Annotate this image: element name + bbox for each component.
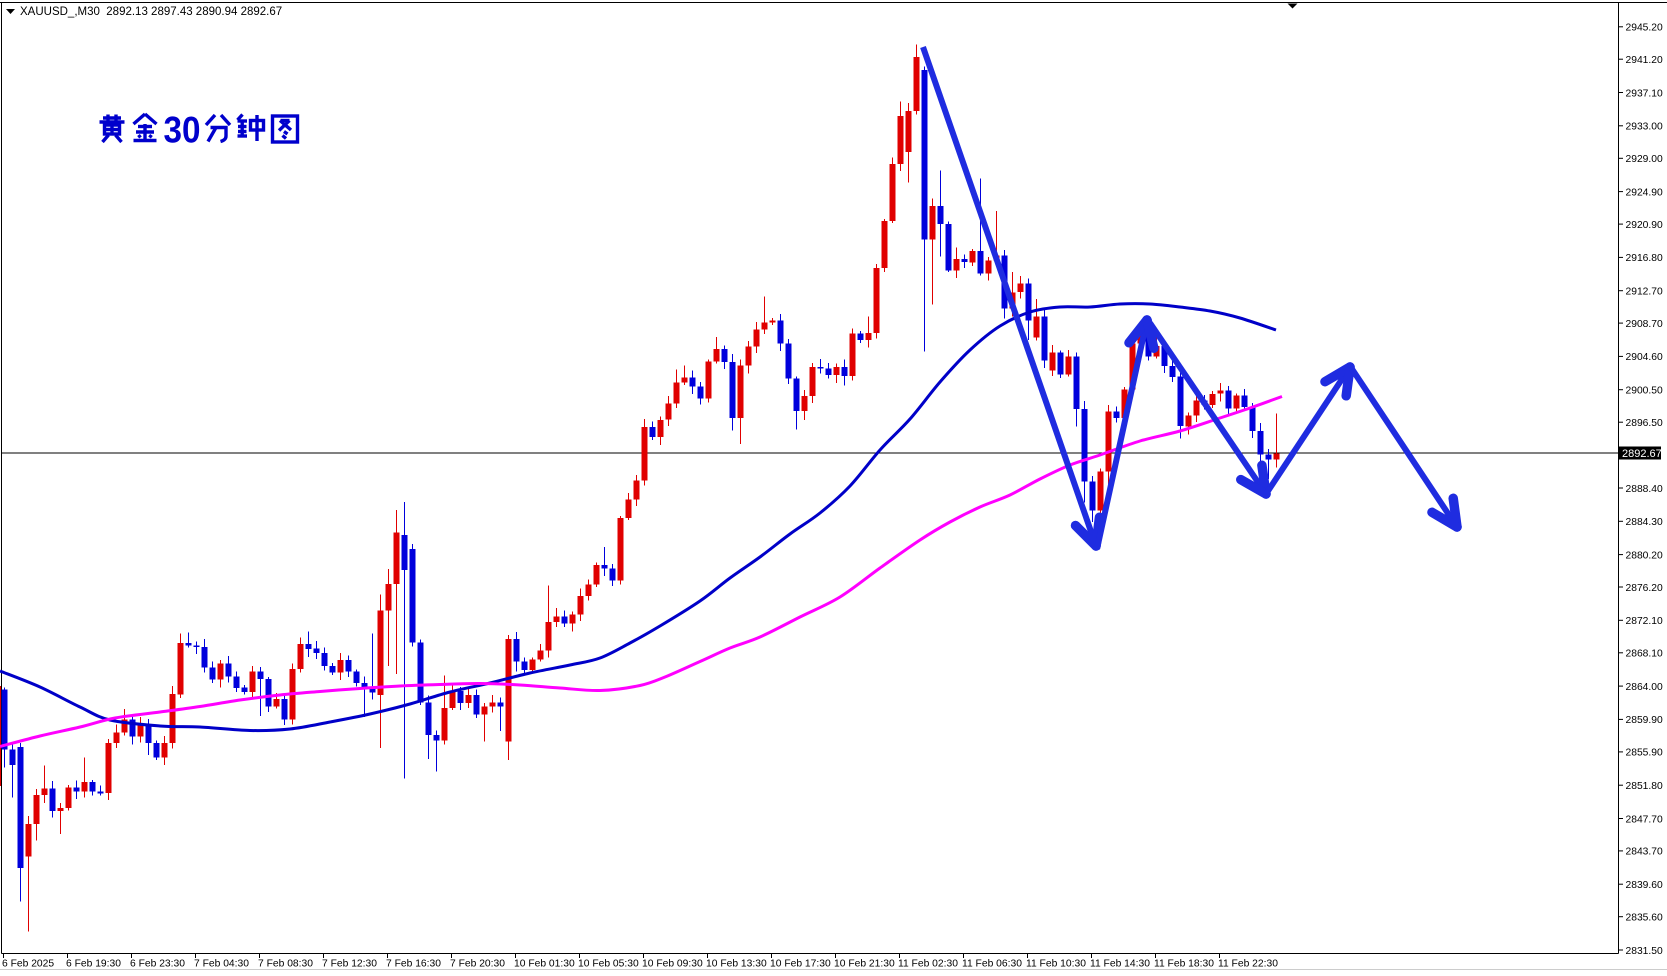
svg-text:XAUUSD_,M30 2892.13 2897.43 2: XAUUSD_,M30 2892.13 2897.43 2890.94 2892… xyxy=(20,6,282,18)
svg-text:10 Feb 01:30: 10 Feb 01:30 xyxy=(514,959,575,970)
svg-text:2864.00: 2864.00 xyxy=(1626,682,1663,693)
svg-text:11 Feb 14:30: 11 Feb 14:30 xyxy=(1090,959,1150,970)
svg-text:2937.10: 2937.10 xyxy=(1626,88,1663,99)
svg-text:11 Feb 10:30: 11 Feb 10:30 xyxy=(1026,959,1086,970)
svg-text:2880.20: 2880.20 xyxy=(1626,550,1663,561)
svg-text:6 Feb 23:30: 6 Feb 23:30 xyxy=(130,959,185,970)
svg-text:2868.10: 2868.10 xyxy=(1626,649,1663,660)
svg-text:2904.60: 2904.60 xyxy=(1626,352,1663,363)
svg-text:2933.00: 2933.00 xyxy=(1626,122,1663,133)
svg-text:2908.70: 2908.70 xyxy=(1626,319,1663,330)
svg-text:2929.00: 2929.00 xyxy=(1626,154,1663,165)
svg-text:11 Feb 06:30: 11 Feb 06:30 xyxy=(962,959,1022,970)
svg-text:7 Feb 12:30: 7 Feb 12:30 xyxy=(322,959,377,970)
svg-text:2831.50: 2831.50 xyxy=(1626,946,1663,957)
svg-text:2884.30: 2884.30 xyxy=(1626,517,1663,528)
svg-text:11 Feb 22:30: 11 Feb 22:30 xyxy=(1218,959,1278,970)
svg-text:2924.90: 2924.90 xyxy=(1626,187,1663,198)
svg-text:6 Feb 19:30: 6 Feb 19:30 xyxy=(66,959,121,970)
svg-text:2859.90: 2859.90 xyxy=(1626,715,1663,726)
svg-text:7 Feb 04:30: 7 Feb 04:30 xyxy=(194,959,249,970)
svg-text:2912.70: 2912.70 xyxy=(1626,287,1663,298)
svg-text:10 Feb 17:30: 10 Feb 17:30 xyxy=(770,959,831,970)
svg-text:2872.10: 2872.10 xyxy=(1626,616,1663,627)
svg-text:2843.70: 2843.70 xyxy=(1626,847,1663,858)
svg-text:10 Feb 05:30: 10 Feb 05:30 xyxy=(578,959,639,970)
svg-text:30: 30 xyxy=(164,109,201,151)
svg-text:11 Feb 18:30: 11 Feb 18:30 xyxy=(1154,959,1214,970)
svg-text:2876.20: 2876.20 xyxy=(1626,583,1663,594)
svg-text:10 Feb 21:30: 10 Feb 21:30 xyxy=(834,959,895,970)
svg-text:2892.67: 2892.67 xyxy=(1622,448,1662,460)
svg-text:2839.60: 2839.60 xyxy=(1626,880,1663,891)
svg-text:2920.90: 2920.90 xyxy=(1626,220,1663,231)
svg-text:2855.90: 2855.90 xyxy=(1626,748,1663,759)
svg-text:10 Feb 09:30: 10 Feb 09:30 xyxy=(642,959,703,970)
svg-text:2945.20: 2945.20 xyxy=(1626,23,1663,34)
svg-text:2896.50: 2896.50 xyxy=(1626,418,1663,429)
svg-text:6 Feb 2025: 6 Feb 2025 xyxy=(2,959,54,970)
svg-text:2941.20: 2941.20 xyxy=(1626,55,1663,66)
svg-text:11 Feb 02:30: 11 Feb 02:30 xyxy=(898,959,958,970)
svg-text:2851.80: 2851.80 xyxy=(1626,781,1663,792)
svg-text:7 Feb 16:30: 7 Feb 16:30 xyxy=(386,959,441,970)
svg-text:7 Feb 08:30: 7 Feb 08:30 xyxy=(258,959,313,970)
svg-text:2835.60: 2835.60 xyxy=(1626,913,1663,924)
svg-text:2847.70: 2847.70 xyxy=(1626,814,1663,825)
svg-text:2888.40: 2888.40 xyxy=(1626,484,1663,495)
svg-text:2916.80: 2916.80 xyxy=(1626,253,1663,264)
svg-text:7 Feb 20:30: 7 Feb 20:30 xyxy=(450,959,505,970)
svg-text:10 Feb 13:30: 10 Feb 13:30 xyxy=(706,959,767,970)
svg-text:2900.50: 2900.50 xyxy=(1626,386,1663,397)
